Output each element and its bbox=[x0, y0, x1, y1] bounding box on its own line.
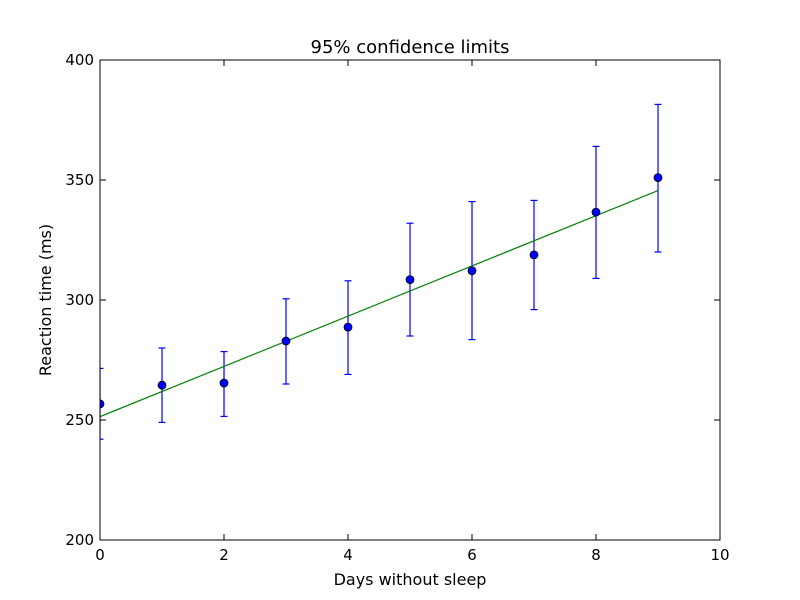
data-point bbox=[157, 380, 167, 390]
x-axis-label: Days without sleep bbox=[334, 570, 487, 589]
chart-title: 95% confidence limits bbox=[311, 37, 510, 58]
x-tick-label: 2 bbox=[219, 546, 229, 564]
data-point bbox=[653, 173, 663, 183]
error-bar bbox=[100, 367, 104, 440]
y-tick-label: 250 bbox=[65, 411, 94, 429]
x-tick-label: 10 bbox=[710, 546, 729, 564]
y-tick-label: 400 bbox=[65, 51, 94, 69]
data-point bbox=[343, 322, 353, 332]
data-point bbox=[219, 378, 229, 388]
data-point bbox=[281, 336, 291, 346]
y-axis-label: Reaction time (ms) bbox=[36, 224, 55, 376]
y-tick-label: 350 bbox=[65, 171, 94, 189]
data-point bbox=[467, 266, 477, 276]
x-tick-label: 8 bbox=[591, 546, 601, 564]
data-point bbox=[529, 250, 539, 260]
y-tick-label: 200 bbox=[65, 531, 94, 549]
y-tick-label: 300 bbox=[65, 291, 94, 309]
data-point bbox=[591, 207, 601, 217]
fit-line bbox=[100, 190, 659, 418]
x-tick-label: 6 bbox=[467, 546, 477, 564]
data-point bbox=[405, 275, 415, 285]
plot-area bbox=[100, 103, 663, 440]
x-tick-label: 0 bbox=[95, 546, 105, 564]
x-tick-label: 4 bbox=[343, 546, 353, 564]
data-point bbox=[100, 399, 105, 409]
axis-ticks: 0 2 4 6 8 10 200 250 300 350 400 bbox=[65, 51, 729, 564]
